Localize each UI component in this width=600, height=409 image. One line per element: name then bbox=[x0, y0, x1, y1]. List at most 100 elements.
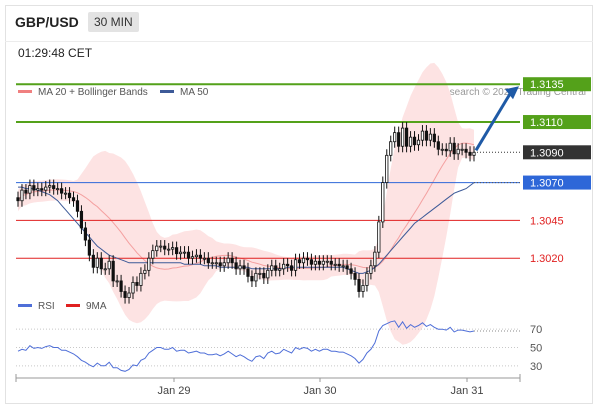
candle-body bbox=[175, 247, 179, 255]
candle-body bbox=[297, 259, 302, 264]
candle-body bbox=[155, 245, 159, 252]
candle-body bbox=[472, 151, 476, 156]
candle-body bbox=[28, 185, 32, 194]
candle-body bbox=[266, 269, 270, 279]
candle-body bbox=[60, 188, 64, 194]
candle-body bbox=[373, 251, 377, 267]
candle-body bbox=[428, 133, 432, 141]
bollinger-band-fill bbox=[18, 62, 474, 345]
candle-body bbox=[397, 132, 401, 147]
candle-body bbox=[143, 269, 147, 274]
candle-body bbox=[313, 260, 317, 265]
resistance-tag bbox=[523, 115, 591, 130]
candle-body bbox=[44, 186, 48, 191]
candle-body bbox=[341, 265, 345, 268]
candle-body bbox=[365, 272, 369, 286]
x-tick-label: Jan 31 bbox=[450, 385, 483, 397]
legend-ma9-swatch bbox=[66, 304, 80, 307]
candle-body bbox=[147, 257, 151, 271]
last-price-label: 1.3090 bbox=[530, 147, 564, 159]
candle-body bbox=[71, 197, 76, 202]
candle-body bbox=[412, 136, 417, 146]
candle-body bbox=[353, 272, 357, 280]
support-label: 1.3020 bbox=[530, 253, 564, 265]
candle-body bbox=[178, 251, 183, 255]
candle-body bbox=[440, 148, 444, 151]
candle-body bbox=[250, 275, 254, 282]
candle-body bbox=[67, 192, 72, 199]
candle-body bbox=[416, 139, 421, 146]
candle-body bbox=[464, 148, 468, 153]
candle-body bbox=[127, 292, 131, 298]
candle-body bbox=[16, 197, 20, 202]
candle-body bbox=[151, 250, 155, 259]
candle-body bbox=[202, 257, 206, 260]
x-tick-label: Jan 30 bbox=[303, 385, 336, 397]
candle-body bbox=[301, 257, 306, 264]
candle-body bbox=[210, 262, 214, 265]
candle-body bbox=[230, 257, 234, 264]
candle-body bbox=[131, 282, 135, 294]
candle-body bbox=[337, 263, 341, 267]
candle-body bbox=[289, 265, 294, 271]
candle-body bbox=[40, 188, 44, 191]
candle-body bbox=[159, 245, 163, 248]
candle-body bbox=[135, 282, 139, 286]
candle-body bbox=[309, 259, 314, 265]
candle-body bbox=[190, 256, 195, 259]
candle-body bbox=[278, 268, 282, 271]
candle-body bbox=[95, 257, 99, 268]
candle-body bbox=[404, 127, 409, 147]
candle-body bbox=[468, 151, 472, 156]
candle-body bbox=[329, 260, 333, 265]
candle-body bbox=[282, 263, 286, 270]
candle-body bbox=[286, 263, 290, 267]
candle-body bbox=[389, 141, 393, 156]
candle-body bbox=[333, 263, 337, 266]
rsi-line bbox=[17, 320, 475, 372]
ma20-line bbox=[17, 142, 475, 270]
candle-body bbox=[305, 257, 310, 261]
candle-body bbox=[182, 251, 187, 254]
candle-body bbox=[139, 272, 143, 286]
candle-body bbox=[48, 185, 52, 188]
support-label: 1.3045 bbox=[530, 215, 564, 227]
candle-body bbox=[349, 268, 353, 274]
title-bar: GBP/USD 30 MIN bbox=[5, 5, 593, 41]
candle-body bbox=[254, 272, 258, 282]
last-price-tag bbox=[523, 145, 591, 160]
candle-body bbox=[444, 148, 448, 152]
candle-body bbox=[123, 291, 127, 298]
ma50-line bbox=[18, 182, 475, 274]
resistance-tag bbox=[523, 77, 591, 92]
candle-body bbox=[83, 227, 88, 241]
candle-body bbox=[361, 285, 365, 292]
timeframe-button[interactable]: 30 MIN bbox=[88, 12, 139, 32]
candle-body bbox=[317, 260, 321, 265]
legend-rsi-swatch bbox=[18, 304, 32, 307]
candle-body bbox=[456, 148, 460, 155]
candle-body bbox=[293, 259, 298, 271]
candle-body bbox=[99, 257, 103, 270]
candle-body bbox=[24, 189, 28, 194]
legend-ma9-label: 9MA bbox=[86, 301, 107, 312]
legend-bb-label: MA 20 + Bollinger Bands bbox=[38, 87, 148, 98]
candle-body bbox=[103, 268, 107, 271]
candle-body bbox=[448, 142, 452, 152]
candle-body bbox=[420, 130, 425, 141]
candle-body bbox=[238, 265, 242, 270]
candle-body bbox=[432, 133, 436, 143]
candle-body bbox=[186, 251, 191, 259]
candle-body bbox=[20, 189, 24, 202]
legend-ma50-swatch bbox=[160, 90, 174, 93]
forecast-arrow-shaft bbox=[474, 91, 513, 152]
candle-body bbox=[75, 200, 80, 212]
header-divider bbox=[5, 41, 593, 42]
candle-body bbox=[63, 192, 68, 195]
candle-body bbox=[119, 280, 123, 292]
candle-body bbox=[345, 265, 349, 270]
candle-body bbox=[107, 260, 111, 270]
rsi-level-label: 30 bbox=[530, 361, 542, 373]
candle-body bbox=[369, 265, 373, 274]
